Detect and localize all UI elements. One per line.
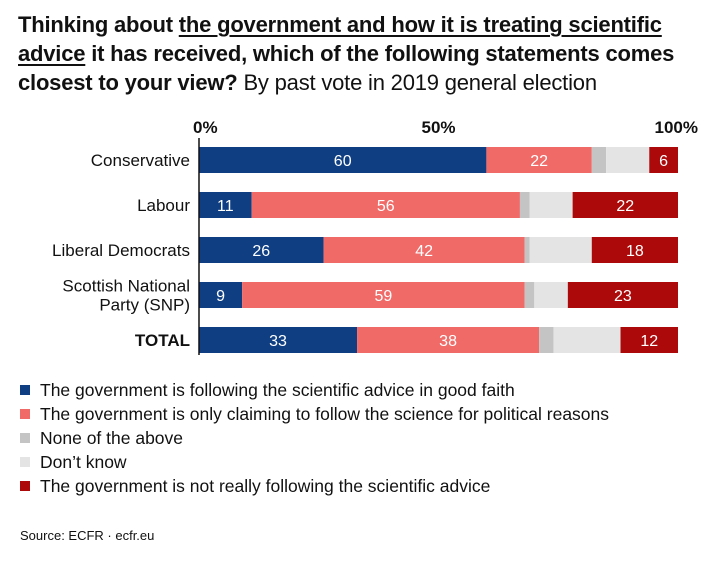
legend-label: None of the above (40, 427, 184, 448)
bar-segment (572, 192, 678, 218)
legend-swatch (20, 409, 30, 419)
legend-swatch (20, 481, 30, 491)
bar-segment (539, 327, 554, 353)
legend-swatch (20, 433, 30, 443)
bar-segment (529, 192, 573, 218)
bar-segment (524, 282, 535, 308)
legend-item: The government is not really following t… (20, 474, 609, 498)
bar-segment (524, 237, 530, 263)
category-label: TOTAL (135, 331, 190, 350)
category-label: Scottish National (62, 277, 190, 296)
data-label: 33 (269, 333, 287, 350)
x-tick-label: 50% (421, 118, 455, 137)
bar-segment (606, 147, 650, 173)
bar-segment (529, 237, 592, 263)
data-label: 11 (217, 198, 234, 215)
bar-segment (199, 282, 243, 308)
category-label: Conservative (91, 151, 190, 170)
source-note: Source: ECFR · ecfr.eu (20, 528, 155, 543)
category-label: Labour (137, 196, 190, 215)
x-tick-label: 0% (193, 118, 218, 137)
title-prefix: Thinking about (18, 12, 179, 37)
data-label: 12 (640, 333, 658, 350)
bar-segment (553, 327, 621, 353)
legend-item: The government is following the scientif… (20, 378, 609, 402)
category-label: Liberal Democrats (52, 241, 190, 260)
bar-segment (357, 327, 540, 353)
bar-segment (486, 147, 592, 173)
data-label: 9 (216, 288, 225, 305)
bar-segment (567, 282, 678, 308)
bar-segment (591, 147, 607, 173)
legend-label: The government is following the scientif… (40, 379, 515, 400)
legend-label: Don’t know (40, 451, 127, 472)
bar-segment (649, 147, 678, 173)
legend-swatch (20, 457, 30, 467)
bar-segment (199, 147, 487, 173)
bar-segment (199, 237, 324, 263)
legend-item: Don’t know (20, 450, 609, 474)
x-tick-label: 100% (655, 118, 698, 137)
chart-subtitle: By past vote in 2019 general election (243, 70, 597, 95)
legend-label: The government is only claiming to follo… (40, 403, 610, 424)
title-suffix: it has received, which of the following … (18, 41, 675, 95)
legend-label: The government is not really following t… (40, 475, 491, 496)
data-label: 38 (439, 333, 457, 350)
bar-segment (251, 192, 520, 218)
chart-title: Thinking about the government and how it… (18, 10, 708, 97)
data-label: 18 (626, 243, 644, 260)
data-label: 23 (614, 288, 632, 305)
legend-item: The government is only claiming to follo… (20, 402, 609, 426)
title-underlined: the government and how it is treating sc… (18, 12, 662, 66)
data-label: 60 (334, 153, 352, 170)
data-label: 42 (415, 243, 433, 260)
bar-segment (323, 237, 525, 263)
bar-segment (242, 282, 525, 308)
stacked-bar-chart: 0% 50% 100% 60 22 6 Conservative 11 56 22 Labour 26… (52, 118, 698, 355)
bar-segment (591, 237, 678, 263)
bar-segment (620, 327, 678, 353)
data-label: 26 (252, 243, 270, 260)
bar-segment (519, 192, 530, 218)
bar-segment (199, 192, 252, 218)
data-label: 6 (659, 153, 668, 170)
legend: The government is following the scientif… (20, 378, 609, 498)
legend-swatch (20, 385, 30, 395)
data-label: 22 (530, 153, 548, 170)
data-label: 56 (377, 198, 395, 215)
bar-segment (534, 282, 568, 308)
data-label: 22 (616, 198, 634, 215)
category-label: Party (SNP) (99, 296, 190, 315)
bar-segment (199, 327, 358, 353)
data-label: 59 (375, 288, 393, 305)
legend-item: None of the above (20, 426, 609, 450)
